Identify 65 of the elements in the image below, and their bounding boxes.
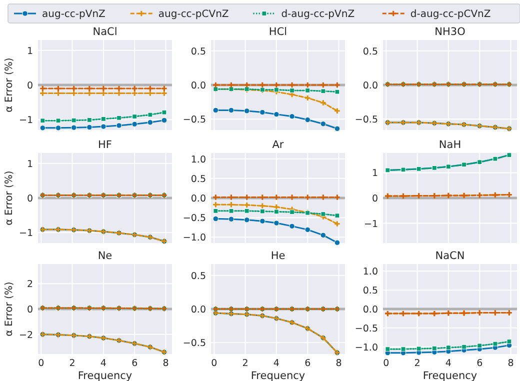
chart-title: NaCN (435, 250, 465, 262)
y-tick-label: 0.0 (190, 194, 206, 204)
y-tick-label: 1 (26, 158, 33, 170)
x-tick-label: 4 (445, 358, 452, 369)
y-tick-label: 0.0 (362, 80, 378, 92)
y-tick-label: −1 (18, 228, 33, 240)
y-tick-label: 0.0 (190, 80, 206, 92)
y-tick-label: 1 (372, 168, 378, 180)
x-tick-label: 6 (476, 358, 483, 369)
x-tick-label: 0 (38, 358, 44, 369)
y-axis-title: α Error (%) (4, 58, 15, 112)
x-tick-label: 4 (100, 358, 106, 369)
y-tick-label: 0.0 (190, 304, 206, 316)
x-axis-title: Frequency (422, 370, 478, 381)
y-tick-label: 0 (26, 194, 33, 204)
y-tick-label: −0.5 (354, 323, 378, 334)
x-tick-label: 2 (414, 358, 420, 369)
legend-label: d-aug-cc-pVnZ (281, 9, 355, 20)
y-tick-label: 0 (26, 304, 33, 316)
x-tick-label: 0 (383, 358, 390, 369)
x-tick-label: 6 (304, 358, 311, 369)
y-tick-label: 0.5 (190, 270, 206, 282)
y-tick-label: 0 (372, 194, 378, 204)
legend-label: aug-cc-pCVnZ (158, 9, 229, 20)
chart-title: NaH (438, 139, 462, 151)
chart-title: Ar (272, 139, 284, 151)
x-tick-label: 4 (273, 358, 280, 369)
x-tick-label: 2 (242, 358, 248, 369)
legend-label: d-aug-cc-pCVnZ (410, 9, 491, 20)
y-tick-label: 0.5 (190, 46, 206, 58)
x-axis-title: Frequency (250, 370, 306, 381)
y-tick-label: −0.5 (182, 114, 206, 126)
y-tick-label: 0.5 (362, 286, 378, 297)
x-tick-label: 8 (336, 358, 342, 369)
x-tick-label: 8 (508, 358, 514, 369)
y-tick-label: 1.0 (190, 154, 206, 166)
x-axis-title: Frequency (78, 370, 132, 381)
legend-label: aug-cc-pVnZ (42, 9, 106, 20)
y-axis-title: α Error (%) (4, 170, 15, 226)
y-tick-label: 0 (26, 80, 33, 92)
y-tick-label: −0.5 (182, 338, 206, 350)
y-axis-title: α Error (%) (4, 282, 15, 336)
x-tick-label: 8 (162, 358, 169, 369)
y-tick-label: 1 (26, 46, 33, 57)
chart-title: He (270, 250, 286, 262)
y-tick-label: 0.5 (362, 46, 378, 58)
chart-title: Ne (98, 250, 112, 262)
y-tick-label: −0.5 (354, 114, 378, 126)
y-tick-label: 0.5 (190, 174, 206, 185)
y-tick-label: 0.0 (362, 304, 378, 316)
chart-title: HF (98, 139, 112, 151)
x-tick-label: 6 (132, 358, 138, 369)
y-tick-label: −1.0 (182, 232, 206, 244)
chart-title: HCl (268, 26, 288, 38)
y-tick-label: −2 (18, 330, 33, 341)
chart-title: NH3O (434, 26, 466, 38)
y-tick-label: −1 (364, 218, 378, 230)
y-tick-label: −1 (18, 115, 33, 126)
y-tick-label: −0.5 (182, 213, 206, 224)
x-tick-label: 0 (211, 358, 218, 369)
x-tick-label: 2 (69, 358, 76, 369)
y-tick-label: 1.0 (362, 266, 378, 278)
y-tick-label: −1.0 (354, 342, 378, 354)
chart-title: NaCl (92, 26, 118, 38)
y-tick-label: 2 (26, 279, 33, 290)
